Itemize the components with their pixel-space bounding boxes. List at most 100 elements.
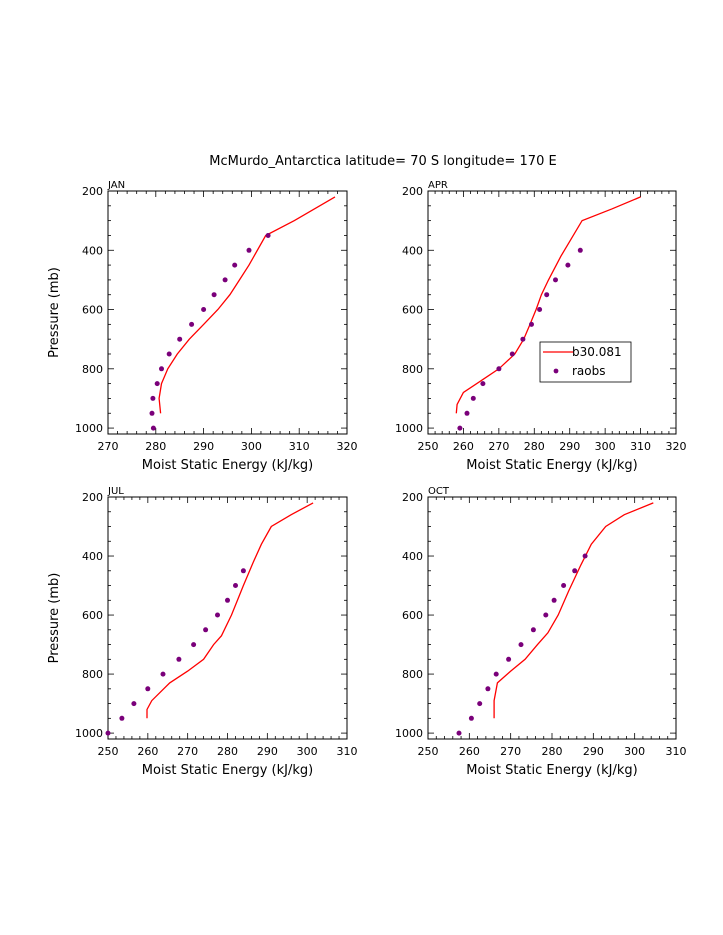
y-tick-label: 200 [82,185,103,198]
y-tick-label: 400 [82,550,103,563]
x-tick-label: 320 [337,440,358,453]
raobs-point [496,366,502,372]
raobs-point [191,642,197,648]
x-axis-label: Moist Static Energy (kJ/kg) [142,458,313,473]
y-axis-label: Pressure (mb) [47,267,62,358]
y-tick-label: 800 [402,668,423,681]
raobs-point [166,351,172,357]
raobs-point [265,233,271,238]
y-tick-label: 400 [402,550,423,563]
raobs-point [145,686,151,692]
series-line-b30-081 [493,502,654,719]
raobs-point [215,612,220,618]
x-tick-label: 270 [177,745,198,758]
x-tick-label: 270 [500,745,521,758]
raobs-point [150,425,156,431]
x-tick-label: 270 [488,440,509,453]
panel-jul: JUL 250 260 270 280 290 300 310 200 400 600 800 1000… [47,486,358,778]
x-tick-label: 300 [241,440,262,453]
x-tick-label: 250 [418,440,439,453]
panel-oct: OCT 250 260 270 280 290 300 310 200 400 600 800 1000… [395,486,687,778]
y-tick-label: 200 [402,185,423,198]
raobs-point [211,292,217,298]
x-tick-label: 290 [193,440,214,453]
y-tick-label: 1000 [75,727,103,740]
x-tick-label: 300 [624,745,645,758]
x-tick-label: 280 [217,745,238,758]
y-tick-label: 400 [402,244,423,257]
panel-label: JAN [107,180,125,191]
y-tick-label: 400 [82,244,103,257]
raobs-point [189,321,195,327]
raobs-point [456,730,462,736]
y-tick-label: 600 [402,304,423,317]
raobs-point [225,597,230,603]
y-tick-label: 1000 [395,727,423,740]
y-tick-label: 200 [82,491,103,504]
x-tick-label: 270 [98,440,119,453]
legend-label-raobs: raobs [572,364,606,378]
raobs-point [150,395,156,401]
raobs-point [493,671,499,677]
y-tick-label: 600 [402,609,423,622]
series-line-b30-081 [146,502,314,719]
x-tick-label: 310 [630,440,651,453]
panel-label: JUL [107,486,124,497]
x-tick-label: 280 [145,440,166,453]
raobs-point [561,583,567,588]
raobs-point [470,395,476,401]
panel-jan: JAN 270 280 290 300 310 320 200 400 600 800 1000 Moi… [47,180,358,473]
x-tick-label: 250 [418,745,439,758]
raobs-point [149,410,155,416]
raobs-point [246,247,252,253]
y-tick-label: 800 [82,668,103,681]
raobs-point [565,262,571,268]
x-axis-label: Moist Static Energy (kJ/kg) [142,763,313,778]
raobs-point [203,627,209,633]
legend-box [539,341,632,383]
y-tick-label: 200 [402,491,423,504]
raobs-point [506,656,512,662]
raobs-point [485,686,491,692]
x-tick-label: 290 [583,745,604,758]
raobs-point [582,553,588,559]
x-tick-label: 310 [289,440,310,453]
raobs-point [518,642,524,648]
series-line-b30-081 [158,196,336,414]
raobs-point [105,730,111,736]
plot-frame [427,190,677,435]
x-tick-label: 300 [595,440,616,453]
legend: b30.081 raobs [539,341,632,383]
legend-marker-swatch [553,368,559,374]
y-tick-label: 600 [82,609,103,622]
raobs-point [544,292,550,298]
x-tick-label: 290 [257,745,278,758]
raobs-point [154,381,160,387]
raobs-point [131,701,137,707]
raobs-point [480,381,486,387]
raobs-point [232,262,238,268]
raobs-point [464,410,470,416]
panel-apr: APR 250 260 270 280 290 300 310 320 200 400 600 800 1… [395,180,687,473]
raobs-point [543,612,549,618]
x-tick-label: 260 [137,745,158,758]
raobs-point [509,351,515,357]
panel-label: OCT [428,486,450,497]
raobs-point [468,715,474,721]
legend-label-model: b30.081 [572,345,622,359]
x-tick-label: 260 [453,440,474,453]
x-tick-label: 260 [459,745,480,758]
raobs-point [457,425,463,431]
raobs-point [530,627,536,633]
plot-frame [107,190,348,435]
raobs-point [160,671,166,677]
panel-label: APR [428,180,448,191]
raobs-point [159,366,164,372]
raobs-point [240,568,246,574]
figure-title: McMurdo_Antarctica latitude= 70 S longit… [209,154,556,169]
x-tick-label: 250 [98,745,119,758]
y-tick-label: 1000 [395,422,423,435]
x-tick-label: 280 [542,745,563,758]
y-tick-label: 600 [82,304,103,317]
